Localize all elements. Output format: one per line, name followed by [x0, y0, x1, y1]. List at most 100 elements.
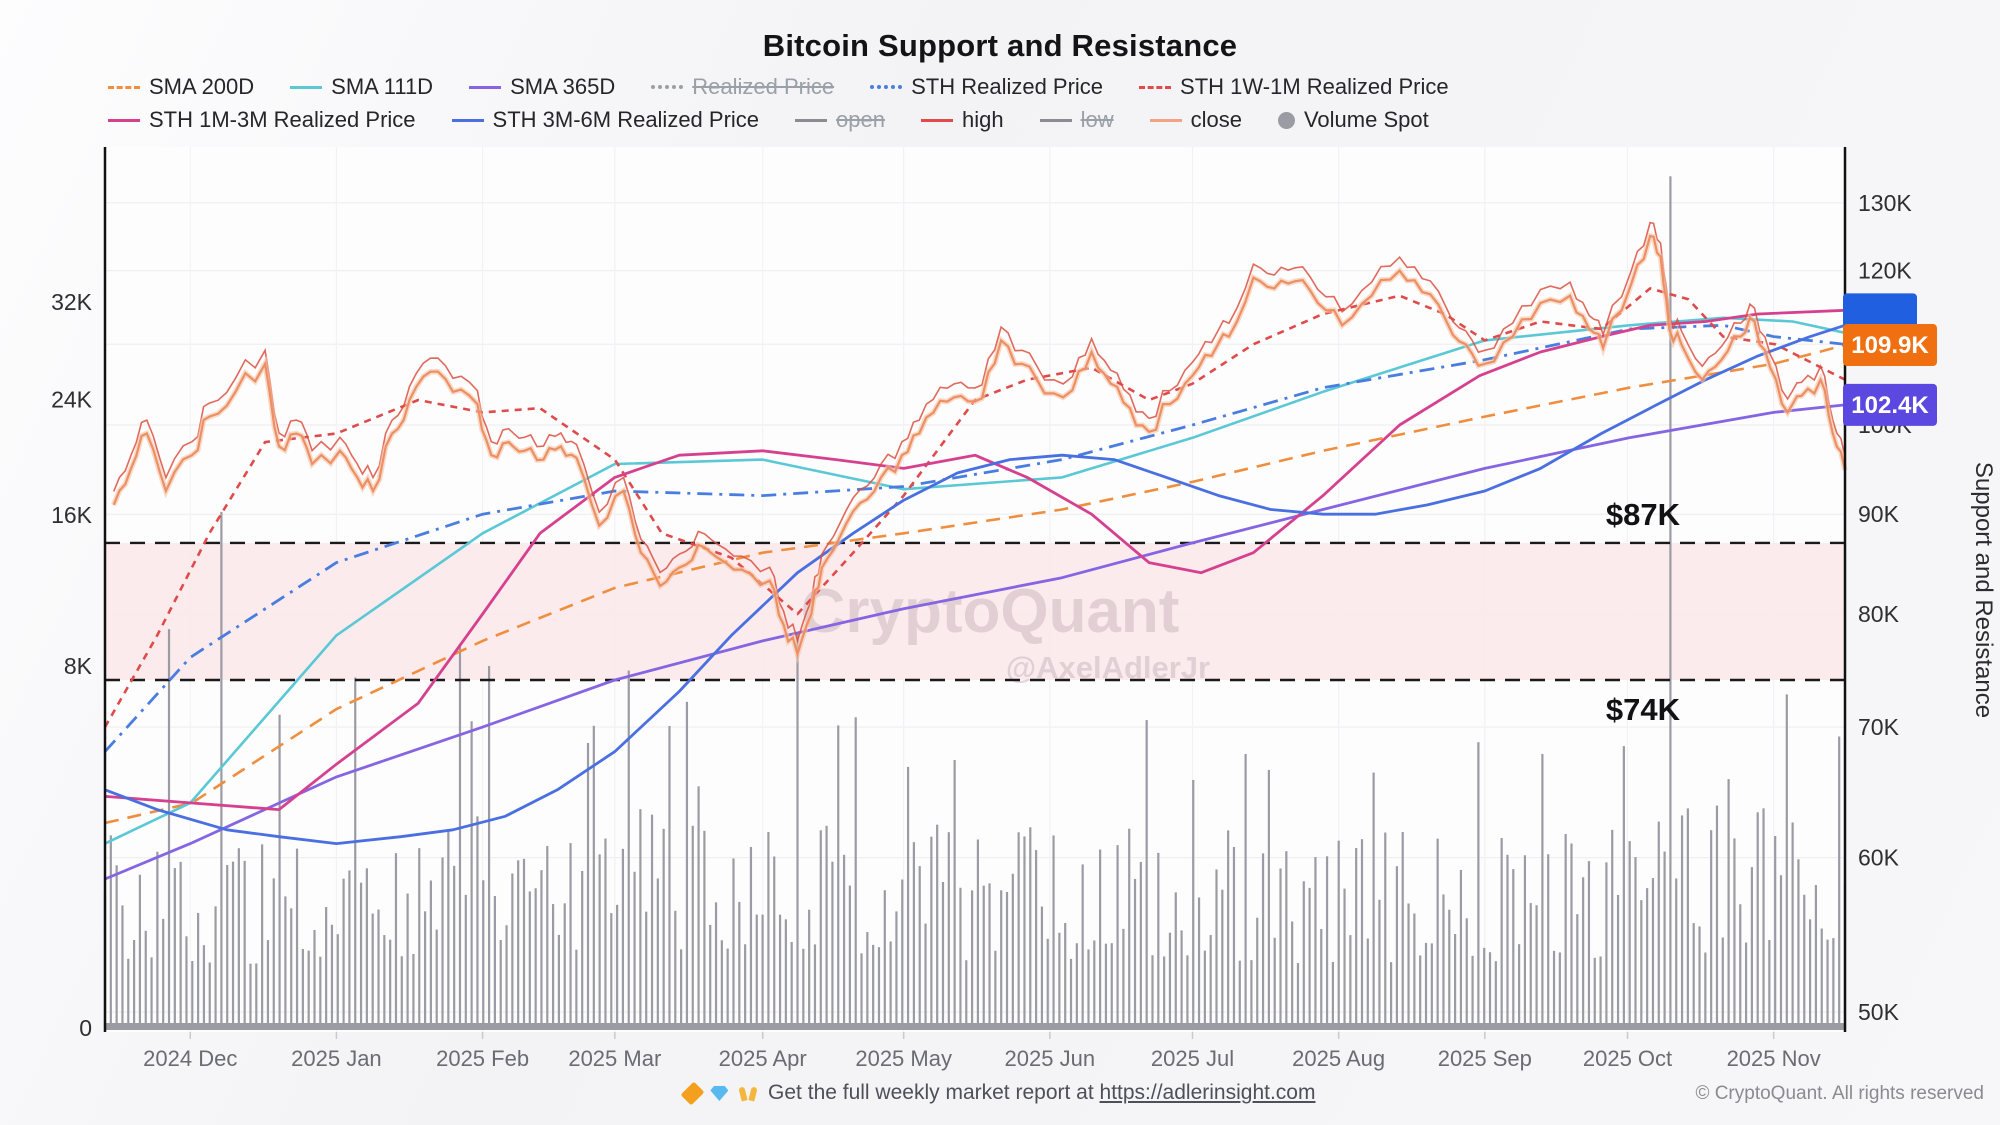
- legend-label: Realized Price: [692, 74, 835, 99]
- left-axis-tick: 24K: [51, 386, 93, 412]
- legend-label: STH Realized Price: [911, 74, 1104, 99]
- legend-swatch-icon: [1149, 118, 1182, 122]
- month-axis-label: 2025 Feb: [436, 1046, 529, 1071]
- legend-label: SMA 111D: [331, 74, 434, 99]
- month-axis-label: 2025 Jul: [1151, 1046, 1234, 1071]
- right-axis-tick: 80K: [1858, 601, 1900, 627]
- legend-swatch-icon: [795, 118, 828, 122]
- legend-label: STH 3M-6M Realized Price: [492, 107, 760, 132]
- series-sma-200d: [104, 343, 1846, 825]
- left-axis-tick: 8K: [64, 653, 93, 679]
- month-axis-label: 2025 May: [855, 1046, 952, 1071]
- level-labels: $87K $74K: [1606, 497, 1681, 727]
- left-axis-tick: 32K: [51, 289, 93, 315]
- legend-label: close: [1190, 107, 1242, 132]
- series-sth-1m-3m-realized-price: [104, 308, 1846, 811]
- right-axis-tick: 70K: [1858, 714, 1900, 740]
- right-axis-title: Support and Resistance: [1970, 462, 1997, 718]
- legend-item-sth-1w-1m-realized-price[interactable]: STH 1W-1M Realized Price: [1139, 74, 1449, 100]
- orange-diamond-icon: [680, 1081, 704, 1106]
- month-axis-label: 2025 Apr: [719, 1046, 807, 1071]
- legend-item-sth-3m-6m-realized-price[interactable]: STH 3M-6M Realized Price: [451, 107, 760, 133]
- series-sth-3m-6m-realized-price: [104, 323, 1846, 845]
- series-sma-365d: [104, 403, 1846, 881]
- legend-item-sth-1m-3m-realized-price[interactable]: STH 1M-3M Realized Price: [108, 107, 416, 133]
- price-badge: [1843, 324, 1937, 367]
- legend-label: low: [1080, 107, 1114, 132]
- legend-swatch-icon: [651, 85, 684, 89]
- legend-swatch-icon: [1039, 118, 1072, 122]
- month-axis-label: 2025 Oct: [1583, 1046, 1672, 1071]
- month-axis-label: 2025 Nov: [1727, 1046, 1821, 1071]
- legend-label: Volume Spot: [1303, 107, 1429, 132]
- legend-label: STH 1W-1M Realized Price: [1180, 74, 1449, 99]
- legend-swatch-icon: [108, 85, 140, 89]
- right-axis-tick: 50K: [1858, 999, 1900, 1025]
- legend-label: SMA 200D: [149, 74, 255, 99]
- right-axis-tick: 120K: [1858, 258, 1912, 284]
- watermark-brand: CryptoQuant: [801, 577, 1180, 646]
- series-sma-111d: [104, 316, 1846, 845]
- gem-icon: [710, 1085, 729, 1101]
- series-close: [112, 234, 1847, 659]
- month-axis-label: 2025 Jan: [291, 1046, 382, 1071]
- series-sth-realized-price: [103, 323, 1846, 753]
- watermark: CryptoQuant @AxelAdlerJr: [801, 577, 1211, 685]
- month-axis-label: 2025 Jun: [1005, 1046, 1096, 1071]
- legend-item-sma-111d[interactable]: SMA 111D: [290, 74, 433, 100]
- legend-item-volume-spot[interactable]: Volume Spot: [1277, 107, 1429, 133]
- footer-promo-link[interactable]: https://adlerinsight.com: [1099, 1081, 1316, 1104]
- legend-label: STH 1M-3M Realized Price: [149, 107, 416, 132]
- footer-promo: Get the full weekly market report at htt…: [0, 1081, 2000, 1106]
- month-axis-label: 2025 Mar: [568, 1046, 661, 1071]
- left-axis-tick: 0: [79, 1015, 92, 1041]
- legend-item-sma-200d[interactable]: SMA 200D: [108, 74, 254, 100]
- right-axis-tick: 130K: [1858, 190, 1912, 216]
- legend-label: SMA 365D: [510, 74, 616, 99]
- legend-item-sma-365d[interactable]: SMA 365D: [469, 74, 615, 100]
- legend-item-low[interactable]: low: [1039, 107, 1114, 133]
- volume-bars: [103, 176, 1847, 1030]
- price-badge-value: 109.9K: [1851, 332, 1929, 359]
- month-axis-label: 2025 Sep: [1438, 1046, 1532, 1071]
- legend-item-high[interactable]: high: [920, 107, 1004, 133]
- resistance-label: $87K: [1606, 497, 1681, 532]
- legend-swatch-icon: [451, 118, 484, 122]
- legend-label: high: [961, 107, 1004, 132]
- footer-copyright: © CryptoQuant. All rights reserved: [1695, 1083, 1984, 1104]
- axes: 32K24K16K8K0130K120K110K100K90K80K70K60K…: [51, 147, 1912, 1071]
- raised-hands-icon: [739, 1085, 757, 1101]
- legend-label: open: [836, 107, 885, 132]
- month-axis-label: 2024 Dec: [143, 1046, 237, 1071]
- price-badge-value: 102.4K: [1851, 392, 1929, 419]
- legend-item-sth-realized-price[interactable]: STH Realized Price: [870, 74, 1103, 100]
- left-axis-tick: 16K: [51, 502, 93, 528]
- legend-swatch-icon: [1277, 111, 1295, 129]
- footer-promo-text: Get the full weekly market report at: [768, 1081, 1094, 1104]
- legend-item-close[interactable]: close: [1149, 107, 1242, 133]
- footer: Get the full weekly market report at htt…: [0, 1081, 2000, 1111]
- price-badge: [1843, 293, 1917, 328]
- series-sth-1w-1m-realized-price: [103, 287, 1846, 728]
- legend-swatch-icon: [290, 85, 323, 89]
- legend-swatch-icon: [920, 118, 953, 122]
- legend-swatch-icon: [469, 85, 502, 89]
- right-axis-tick: 90K: [1858, 501, 1900, 527]
- price-series: [103, 221, 1848, 881]
- price-badges: 109.9K 102.4K: [1843, 293, 1937, 426]
- legend-swatch-icon: [870, 85, 903, 89]
- right-axis-tick: 60K: [1858, 845, 1900, 871]
- legend-item-realized-price[interactable]: Realized Price: [651, 74, 834, 100]
- legend-swatch-icon: [1139, 85, 1172, 89]
- price-badge: [1843, 383, 1937, 426]
- page-title: Bitcoin Support and Resistance: [762, 28, 1238, 63]
- legend-swatch-icon: [108, 118, 140, 122]
- series-high: [112, 221, 1846, 644]
- legend: SMA 200D SMA 111D SMA 365D Realized Price ST…: [108, 74, 1708, 133]
- month-axis-label: 2025 Aug: [1292, 1046, 1385, 1071]
- support-label: $74K: [1606, 692, 1681, 727]
- support-resistance-band: [105, 542, 1845, 680]
- legend-item-open[interactable]: open: [795, 107, 885, 133]
